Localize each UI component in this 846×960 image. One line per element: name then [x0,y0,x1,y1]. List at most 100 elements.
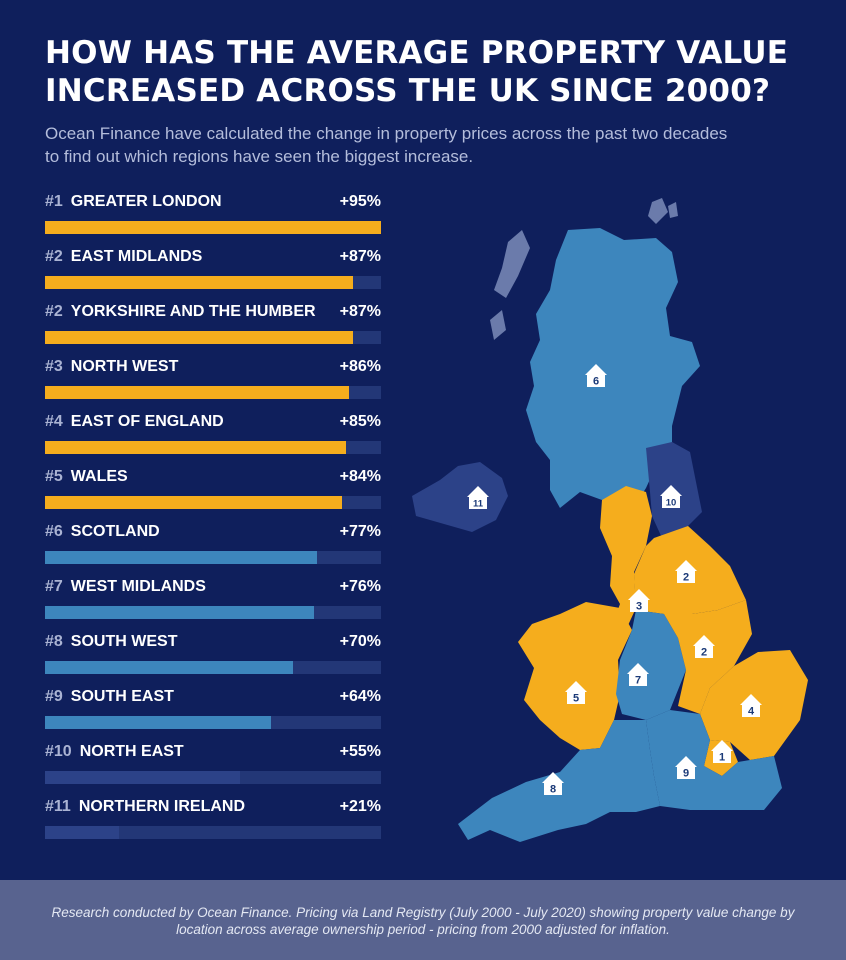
bar-row: #4 EAST OF ENGLAND +85% [45,413,381,468]
map-markers: 6 11 10 2 3 2 7 5 4 1 9 8 [467,364,762,796]
bar-category-label: SCOTLAND [70,523,160,540]
map-marker-label: 6 [593,376,599,388]
bar-track [45,221,381,234]
bar-value-label: +95% [339,193,381,210]
bar-category-label: NORTHERN IRELAND [78,798,246,815]
bar-row: #2 YORKSHIRE AND THE HUMBER +87% [45,303,381,358]
bar-track [45,661,381,674]
map-marker-label: 11 [473,499,484,510]
map-region-scotland-isles [648,198,668,224]
bar-rank: #9 [45,688,63,705]
bar-track [45,771,381,784]
house-icon: 10 [660,485,682,509]
bar [45,771,240,784]
map-region-south-east [646,710,782,810]
map-marker-label: 5 [573,693,579,705]
bar-row: #11 NORTHERN IRELAND +21% [45,798,381,853]
bar-track [45,551,381,564]
map-marker-label: 2 [683,572,689,584]
map-marker-label: 7 [635,675,641,687]
bar [45,331,353,344]
map-marker-label: 9 [683,768,689,780]
map-region-scotland [526,228,700,508]
map-marker-label: 3 [636,601,642,613]
house-icon: 5 [565,681,587,705]
uk-region-map: 6 11 10 2 3 2 7 5 4 1 9 8 [412,198,808,842]
page-title: HOW HAS THE AVERAGE PROPERTY VALUE INCRE… [45,35,789,109]
map-marker-label: 2 [701,647,707,659]
house-icon: 4 [740,694,762,718]
bar-rank: #2 [45,248,63,265]
bar-rank: #3 [45,358,63,375]
map-region-scotland-isles [668,202,678,218]
bar-row: #1 GREATER LONDON +95% [45,193,381,248]
page-subtitle: Ocean Finance have calculated the change… [45,124,728,166]
bar-category-label: EAST OF ENGLAND [70,413,224,430]
bar-category-label: SOUTH EAST [70,688,174,705]
bar-category-label: EAST MIDLANDS [70,248,203,265]
footnote: Research conducted by Ocean Finance. Pri… [51,905,795,937]
bar-value-label: +76% [339,578,381,595]
bar-track [45,441,381,454]
house-icon: 3 [628,589,650,613]
house-icon: 2 [675,560,697,584]
bar-category-label: WALES [70,468,128,485]
map-region-scotland-isles [490,310,506,340]
bar-rank: #8 [45,633,63,650]
house-icon: 8 [542,772,564,796]
bar-row: #3 NORTH WEST +86% [45,358,381,413]
bar-category-label: YORKSHIRE AND THE HUMBER [70,303,316,320]
bar-row: #2 EAST MIDLANDS +87% [45,248,381,303]
bar-row: #10 NORTH EAST +55% [45,743,381,798]
bar-value-label: +87% [339,303,381,320]
map-marker-label: 4 [748,706,755,718]
map-shapes [412,198,808,842]
bar-value-label: +84% [339,468,381,485]
bar-row: #8 SOUTH WEST +70% [45,633,381,688]
bar-rank: #5 [45,468,63,485]
bar-row: #7 WEST MIDLANDS +76% [45,578,381,633]
house-icon: 9 [675,756,697,780]
house-icon: 7 [627,663,649,687]
bar [45,221,381,234]
map-region-scotland-isles [494,230,530,298]
bar [45,606,314,619]
map-marker-label: 8 [550,784,556,796]
map-region-northern-ireland [412,462,508,532]
bar-rank: #1 [45,193,63,210]
map-marker-label: 10 [666,498,677,509]
bar-rank: #11 [45,798,71,815]
bar-value-label: +85% [339,413,381,430]
house-icon: 1 [711,740,733,764]
bar-rank: #2 [45,303,63,320]
bar-row: #6 SCOTLAND +77% [45,523,381,578]
bar-rank: #7 [45,578,63,595]
bar-rank: #4 [45,413,63,430]
bar [45,441,346,454]
bar-track [45,386,381,399]
bar [45,276,353,289]
bar-rank: #6 [45,523,63,540]
bar [45,386,349,399]
house-icon: 11 [467,486,489,510]
bar [45,496,342,509]
bar [45,551,317,564]
map-region-north-west [600,486,652,634]
bar-track [45,716,381,729]
house-icon: 6 [585,364,607,388]
map-marker-label: 1 [719,752,725,764]
bar-category-label: NORTH EAST [79,743,184,760]
footer: Research conducted by Ocean Finance. Pri… [0,880,846,960]
bar-category-label: GREATER LONDON [70,193,222,210]
map-region-west-midlands [616,610,686,720]
bar-track [45,331,381,344]
bar-value-label: +55% [339,743,381,760]
bar-rank: #10 [45,743,72,760]
bar-value-label: +77% [339,523,381,540]
bar-track [45,276,381,289]
bar-value-label: +86% [339,358,381,375]
bar-track [45,826,381,839]
bar-value-label: +21% [339,798,381,815]
bar-category-label: NORTH WEST [70,358,179,375]
map-region-wales [518,602,632,750]
